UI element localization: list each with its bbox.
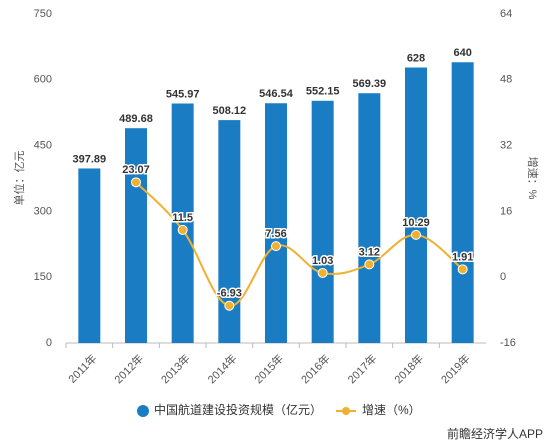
x-tick-label: 2016年 — [298, 351, 333, 386]
bar-value-label: 552.15 — [306, 86, 340, 98]
y-tick-label: 0 — [46, 337, 52, 349]
legend-label: 增速（%） — [362, 403, 421, 417]
x-tick-label: 2018年 — [391, 351, 426, 386]
growth-value-label: 10.29 — [402, 217, 430, 229]
bar — [451, 62, 474, 344]
y2-tick-label: 32 — [500, 140, 512, 152]
y2-tick-label: 48 — [500, 74, 512, 86]
bar — [265, 103, 287, 343]
x-tick-label: 2014年 — [205, 351, 240, 386]
bar — [358, 93, 381, 343]
bar — [311, 100, 334, 344]
growth-value-label: 23.07 — [122, 164, 150, 176]
growth-point — [364, 259, 375, 270]
growth-value-label: 1.03 — [312, 255, 333, 267]
legend-swatch — [137, 405, 149, 417]
bar — [405, 67, 427, 343]
growth-point — [224, 300, 235, 311]
bar-value-label: 545.97 — [166, 88, 200, 100]
x-tick-label: 2017年 — [345, 351, 380, 386]
x-tick-label: 2015年 — [251, 351, 286, 386]
growth-point — [131, 177, 141, 188]
growth-line — [135, 181, 464, 307]
y2-axis-label: 增速：% — [526, 157, 540, 200]
y-tick-label: 600 — [34, 74, 52, 86]
growth-value-label: 7.56 — [265, 228, 286, 240]
y2-tick-label: 64 — [500, 8, 512, 20]
y-tick-label: 150 — [34, 271, 52, 283]
x-tick-label: 2013年 — [158, 351, 193, 386]
growth-value-label: -6.93 — [217, 288, 242, 300]
y2-tick-label: 0 — [500, 271, 506, 283]
bar-value-label: 569.39 — [353, 78, 387, 90]
growth-point — [271, 241, 281, 252]
growth-point — [177, 224, 188, 235]
x-tick-label: 2012年 — [111, 351, 146, 386]
y-tick-label: 750 — [34, 8, 52, 20]
bar-value-label: 508.12 — [213, 105, 247, 117]
bar — [218, 120, 241, 343]
y-tick-label: 450 — [34, 140, 52, 152]
legend-label: 中国航道建设投资规模（亿元） — [154, 402, 322, 417]
bar-value-label: 397.89 — [73, 153, 107, 165]
growth-point — [457, 264, 468, 275]
y-tick-label: 300 — [34, 205, 52, 217]
y-axis-label: 单位：亿元 — [12, 151, 26, 206]
source: 前瞻经济学人APP — [447, 426, 543, 441]
legend-swatch — [342, 407, 350, 415]
y2-tick-label: -16 — [500, 337, 516, 349]
bar-value-label: 640 — [453, 47, 471, 59]
x-tick-label: 2019年 — [438, 351, 473, 386]
bar-value-label: 628 — [407, 52, 425, 64]
bar-value-label: 546.54 — [259, 88, 294, 100]
growth-value-label: 11.5 — [172, 212, 193, 224]
bar — [171, 103, 194, 343]
bar-value-label: 489.68 — [119, 113, 153, 125]
x-tick-label: 2011年 — [65, 351, 99, 385]
bar — [78, 168, 101, 343]
growth-value-label: 3.12 — [359, 246, 380, 258]
bar — [125, 128, 147, 343]
growth-value-label: 1.91 — [452, 251, 473, 263]
growth-point — [317, 267, 328, 278]
growth-point — [411, 229, 421, 240]
y2-tick-label: 16 — [500, 205, 512, 217]
